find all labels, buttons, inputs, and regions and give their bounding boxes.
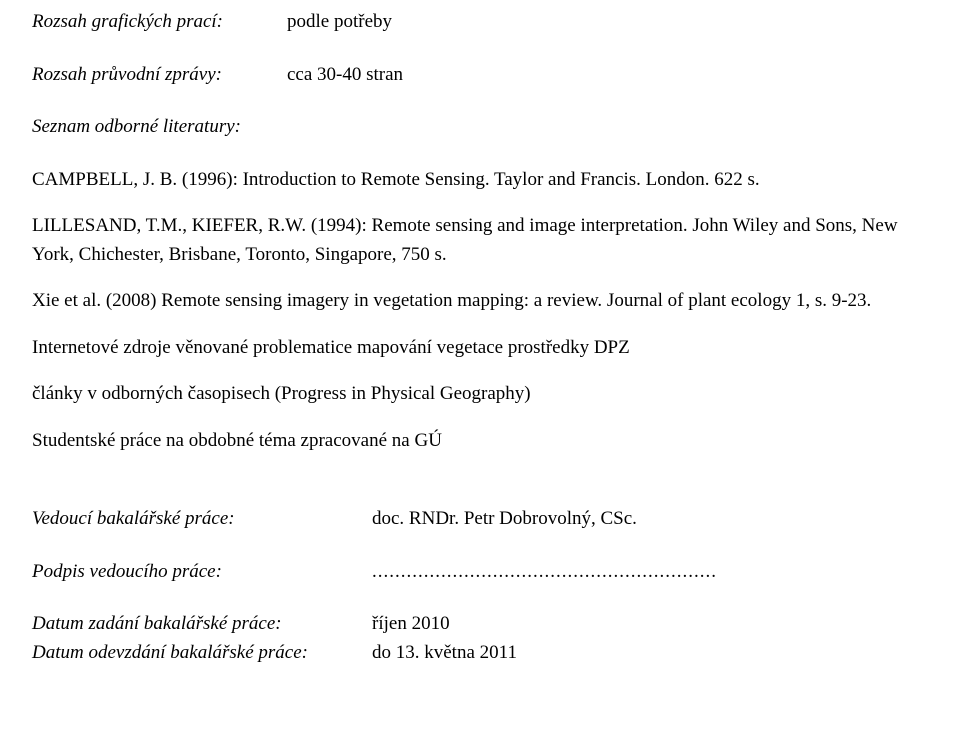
- label-supervisor: Vedoucí bakalářské práce:: [32, 505, 372, 534]
- row-signature: Podpis vedoucího práce: ................…: [32, 558, 928, 587]
- label-graphic-scope: Rozsah grafických prací:: [32, 8, 287, 37]
- reference-4: Internetové zdroje věnované problematice…: [32, 334, 928, 363]
- row-supervisor: Vedoucí bakalářské práce: doc. RNDr. Pet…: [32, 505, 928, 534]
- value-supervisor: doc. RNDr. Petr Dobrovolný, CSc.: [372, 505, 637, 534]
- row-date-submit: Datum odevzdání bakalářské práce: do 13.…: [32, 639, 928, 668]
- value-date-submit: do 13. května 2011: [372, 639, 517, 668]
- reference-3: Xie et al. (2008) Remote sensing imagery…: [32, 287, 928, 316]
- value-date-assign: říjen 2010: [372, 610, 450, 639]
- label-date-submit: Datum odevzdání bakalářské práce:: [32, 639, 372, 668]
- label-literature: Seznam odborné literatury:: [32, 113, 928, 142]
- row-graphic-scope: Rozsah grafických prací: podle potřeby: [32, 8, 928, 37]
- reference-5: články v odborných časopisech (Progress …: [32, 380, 928, 409]
- value-graphic-scope: podle potřeby: [287, 8, 392, 37]
- reference-6: Studentské práce na obdobné téma zpracov…: [32, 427, 928, 456]
- reference-2: LILLESAND, T.M., KIEFER, R.W. (1994): Re…: [32, 212, 928, 269]
- value-report-scope: cca 30-40 stran: [287, 61, 403, 90]
- label-signature: Podpis vedoucího práce:: [32, 558, 372, 587]
- spacer: [32, 487, 928, 505]
- row-date-assign: Datum zadání bakalářské práce: říjen 201…: [32, 610, 928, 639]
- row-report-scope: Rozsah průvodní zprávy: cca 30-40 stran: [32, 61, 928, 90]
- reference-1: CAMPBELL, J. B. (1996): Introduction to …: [32, 166, 928, 195]
- label-date-assign: Datum zadání bakalářské práce:: [32, 610, 372, 639]
- label-report-scope: Rozsah průvodní zprávy:: [32, 61, 287, 90]
- value-signature: ........................................…: [372, 558, 717, 587]
